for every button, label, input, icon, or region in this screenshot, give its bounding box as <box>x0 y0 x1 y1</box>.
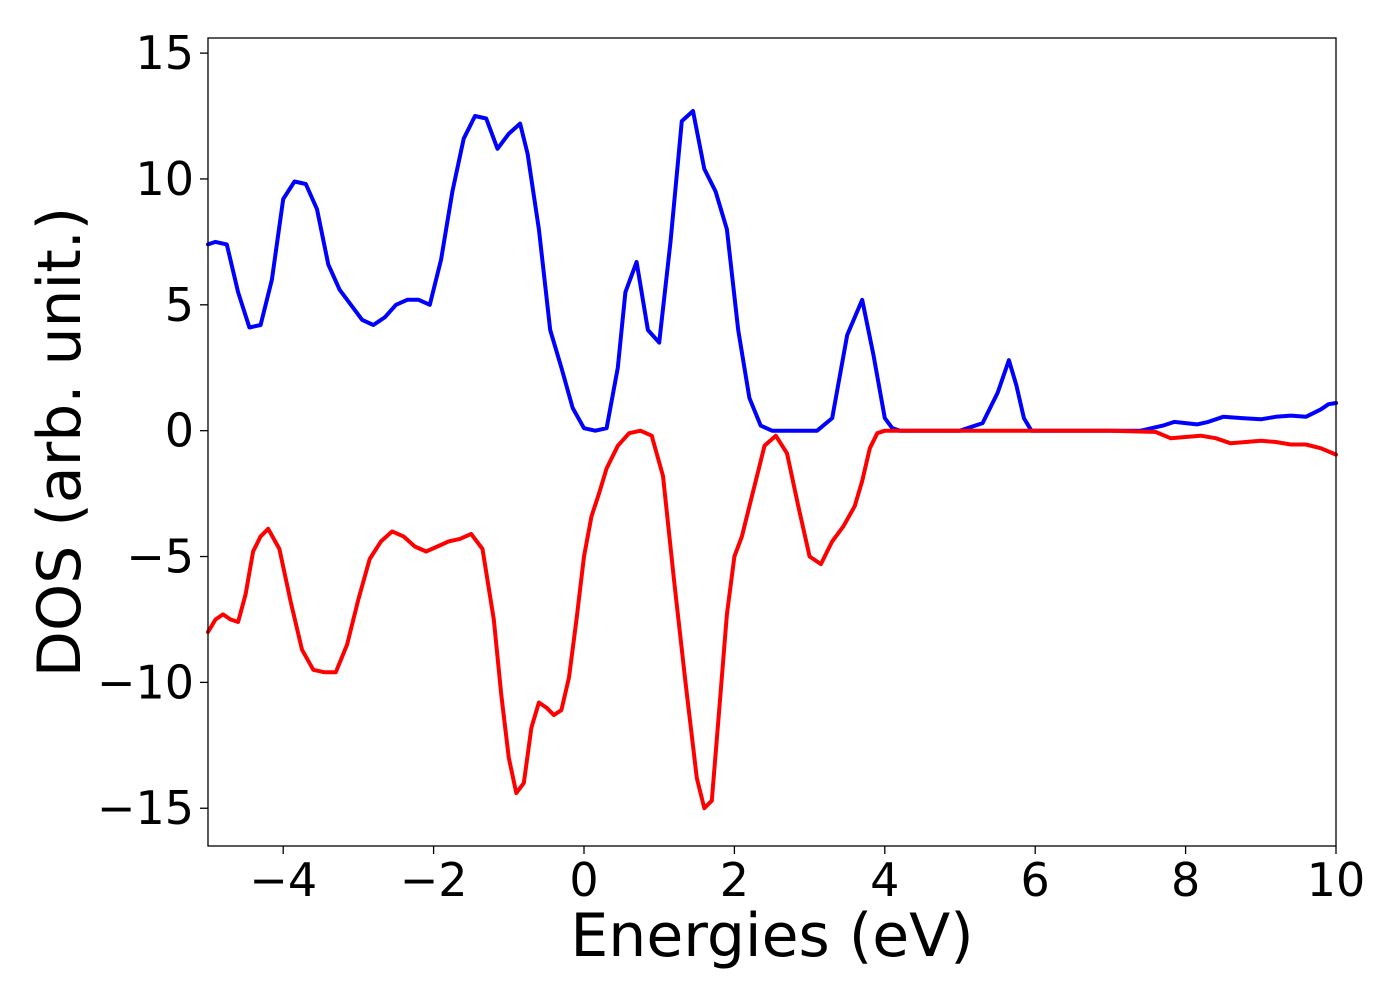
x-tick-label: −2 <box>400 853 468 907</box>
series-layer <box>206 109 1338 811</box>
x-tick-label: 6 <box>1021 853 1050 907</box>
x-tick-label: 8 <box>1171 853 1200 907</box>
x-tick-label: 2 <box>720 853 749 907</box>
y-tick-label: 5 <box>165 278 194 332</box>
x-axis-title: Energies (eV) <box>570 901 973 971</box>
y-axis-title: DOS (arb. unit.) <box>25 207 95 677</box>
series-line-1 <box>206 428 1338 811</box>
x-tick-label: 10 <box>1307 853 1366 907</box>
y-tick-label: 15 <box>135 26 194 80</box>
ticks-layer: −4 −2 0 2 4 6 8 10 15 10 5 0 −5 −10 −15 <box>97 26 1365 907</box>
y-tick-label: −15 <box>97 781 194 835</box>
x-tick-label: 0 <box>569 853 598 907</box>
y-tick-label: 10 <box>135 152 194 206</box>
x-tick-label: 4 <box>870 853 899 907</box>
series-line-0 <box>206 109 1338 433</box>
y-tick-label: −5 <box>126 530 194 584</box>
y-tick-label: −10 <box>97 655 194 709</box>
y-tick-label: 0 <box>165 404 194 458</box>
x-tick-label: −4 <box>249 853 317 907</box>
plot-frame <box>207 37 1337 847</box>
